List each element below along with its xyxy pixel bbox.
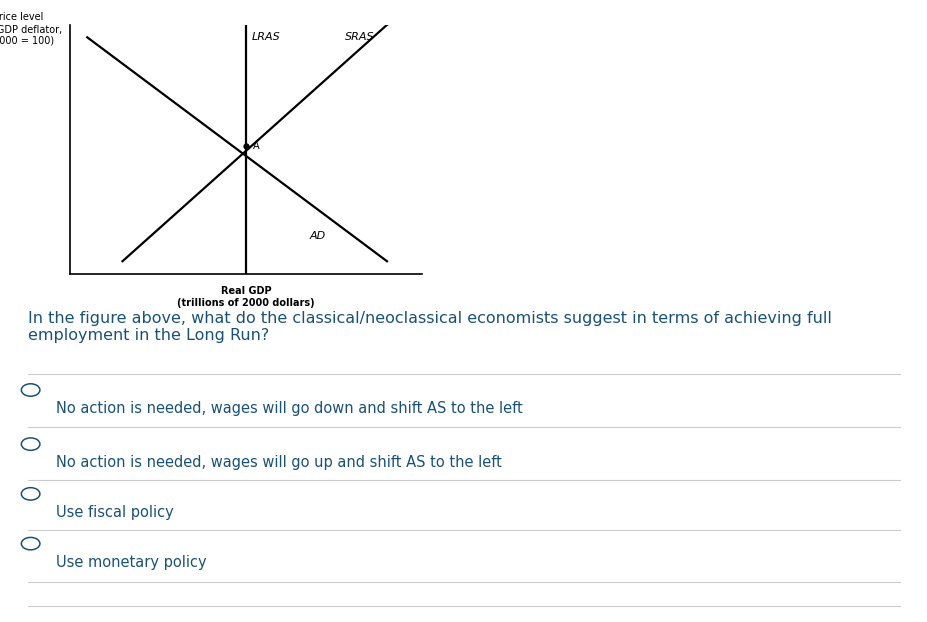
Text: No action is needed, wages will go up and shift AS to the left: No action is needed, wages will go up an… bbox=[56, 455, 501, 470]
Text: Real GDP
(trillions of 2000 dollars): Real GDP (trillions of 2000 dollars) bbox=[177, 286, 314, 308]
Text: Use monetary policy: Use monetary policy bbox=[56, 555, 206, 570]
Text: In the figure above, what do the classical/neoclassical economists suggest in te: In the figure above, what do the classic… bbox=[28, 311, 831, 343]
Text: AD: AD bbox=[309, 231, 325, 241]
Text: LRAS: LRAS bbox=[251, 32, 280, 42]
Text: No action is needed, wages will go down and shift AS to the left: No action is needed, wages will go down … bbox=[56, 401, 522, 416]
Text: SRAS: SRAS bbox=[344, 32, 374, 42]
Text: Price level
(GDP deflator,
2000 = 100): Price level (GDP deflator, 2000 = 100) bbox=[0, 12, 62, 45]
Text: Use fiscal policy: Use fiscal policy bbox=[56, 505, 173, 520]
Text: A: A bbox=[253, 141, 260, 151]
